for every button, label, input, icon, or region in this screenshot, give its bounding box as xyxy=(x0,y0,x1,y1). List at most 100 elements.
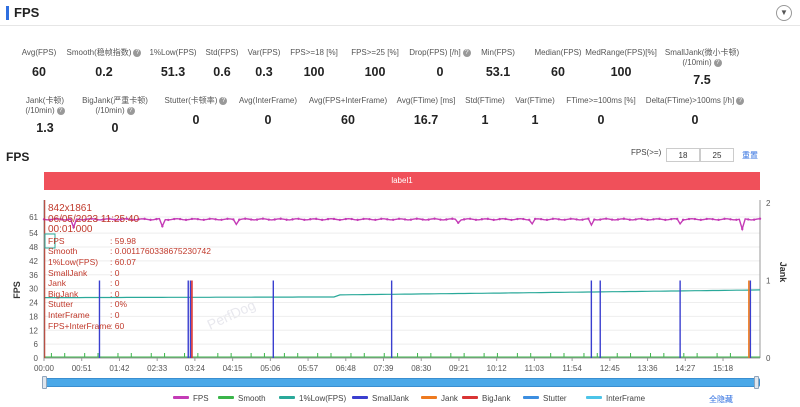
fps-point xyxy=(528,218,531,222)
header-accent-bar xyxy=(6,6,9,20)
fps-point xyxy=(628,218,632,221)
tooltip-key: FPS+InterFrame xyxy=(48,320,112,331)
legend-item-smooth[interactable]: Smooth xyxy=(218,394,266,404)
fps-point xyxy=(113,218,117,221)
fps-point xyxy=(54,217,58,220)
help-icon[interactable]: ? xyxy=(736,96,745,105)
fps-point xyxy=(539,217,543,221)
legend-item-interframe[interactable]: InterFrame xyxy=(586,394,645,404)
panel-title: FPS xyxy=(14,5,40,20)
legend-item-1-low-fps[interactable]: 1%Low(FPS) xyxy=(279,394,346,404)
legend-item-stutter[interactable]: Stutter xyxy=(523,394,567,404)
y-tick-label: 54 xyxy=(29,229,38,238)
stat-label: Smooth(稳帧指数) xyxy=(66,48,132,57)
tooltip-value: : 0 xyxy=(110,278,120,289)
fps-point xyxy=(433,217,436,220)
fps-point xyxy=(48,218,52,221)
legend-label: Jank xyxy=(441,394,458,403)
fps-point xyxy=(457,221,460,224)
fps-point xyxy=(664,218,667,222)
legend-item-bigjank[interactable]: BigJank xyxy=(462,394,510,404)
help-icon[interactable]: ? xyxy=(713,58,722,67)
help-icon[interactable]: ? xyxy=(462,48,471,57)
legend-item-fps[interactable]: FPS xyxy=(173,394,209,404)
fps-point xyxy=(587,217,590,220)
stat-drop-fps-h: Drop(FPS) [/h]? 0 xyxy=(385,48,495,84)
fps-point xyxy=(445,218,448,221)
fps-point xyxy=(184,218,188,222)
fps-chart[interactable]: PerfDogPerfDog06121824303642485461012FPS… xyxy=(0,190,800,380)
y-tick-label: 6 xyxy=(34,340,39,349)
reset-button[interactable]: 重置 xyxy=(742,151,758,160)
x-tick-label: 12:45 xyxy=(600,364,621,373)
help-icon[interactable]: ? xyxy=(126,106,135,115)
tooltip-row: 1%Low(FPS) : 60.07 xyxy=(48,257,211,268)
slider-handle-left[interactable] xyxy=(42,376,47,389)
fps-point xyxy=(167,218,170,222)
stat-value: 100 xyxy=(610,65,632,79)
stat-value: 60 xyxy=(32,65,46,79)
stat-value: 60 xyxy=(551,65,565,79)
hide-all-button[interactable]: 全隐藏 xyxy=(709,395,733,404)
stat-fps-18: FPS>=18 [%] 100 xyxy=(259,48,369,84)
stat-bigjank: BigJank(严重卡顿) (/10min)? 0 xyxy=(60,96,170,135)
legend-item-jank[interactable]: Jank xyxy=(421,394,458,404)
fps-point xyxy=(723,217,726,221)
stat-smalljank: SmallJank(微小卡顿) (/10min)? 7.5 xyxy=(647,48,757,87)
chart-legend: FPS Smooth 1%Low(FPS) SmallJank Jank BigJank S… xyxy=(0,394,800,406)
stat-value: 1.3 xyxy=(36,121,54,135)
fps-point xyxy=(267,218,271,221)
fps-point xyxy=(593,218,596,221)
label-bar[interactable]: label1 xyxy=(44,172,760,190)
stat-label: SmallJank(微小卡顿) xyxy=(664,48,740,57)
fps-point xyxy=(320,218,324,222)
stat-value: 7.5 xyxy=(693,73,711,87)
tooltip-key: BigJank xyxy=(48,288,79,299)
help-icon[interactable]: ? xyxy=(219,96,228,105)
time-range-slider[interactable] xyxy=(44,378,760,387)
fps-point xyxy=(279,217,282,220)
x-tick-label: 11:54 xyxy=(562,364,582,373)
stat-label: BigJank(严重卡顿) xyxy=(82,96,148,105)
fps-point xyxy=(610,218,614,221)
fps-threshold-1-input[interactable] xyxy=(666,148,700,162)
fps-point xyxy=(291,218,294,221)
stat-value: 51.3 xyxy=(160,65,186,79)
y-tick-label: 12 xyxy=(29,326,38,335)
stat-label-unit: (/10min) xyxy=(95,106,125,115)
y2-tick-label: 2 xyxy=(766,199,771,208)
fps-point xyxy=(569,217,572,220)
x-tick-label: 15:18 xyxy=(713,364,734,373)
fps-point xyxy=(196,217,200,221)
fps-point xyxy=(658,217,661,221)
chevron-down-icon[interactable]: ▼ xyxy=(776,5,792,21)
y-tick-label: 0 xyxy=(34,354,39,363)
tooltip-value: : 60.07 xyxy=(110,256,136,267)
tooltip-row: SmallJank: 0 xyxy=(48,268,211,279)
stat-label: Avg(FPS) xyxy=(21,48,57,57)
x-tick-label: 09:21 xyxy=(449,364,470,373)
stat-value: 1 xyxy=(481,113,489,127)
tooltip-key: 1%Low(FPS) xyxy=(48,256,99,267)
stat-var-fps: Var(FPS) 0.3 xyxy=(209,48,319,84)
fps-point xyxy=(462,218,466,221)
y-tick-label: 61 xyxy=(29,213,38,222)
y-tick-label: 42 xyxy=(29,257,38,266)
slider-handle-right[interactable] xyxy=(754,376,759,389)
fps-threshold-2-input[interactable] xyxy=(700,148,734,162)
fps-point xyxy=(735,218,738,221)
fps-point xyxy=(687,217,691,221)
help-icon[interactable]: ? xyxy=(133,48,142,57)
stat-ftime-100ms: FTime>=100ms [%] 0 xyxy=(546,96,656,132)
legend-swatch xyxy=(586,396,602,400)
chart-tooltip: 842x1861 06/05/2023 11:25:40 00:01:000 F… xyxy=(48,203,211,331)
fps-point xyxy=(752,218,756,221)
stat-label: Median(FPS) xyxy=(534,48,582,57)
tooltip-key: Stutter xyxy=(48,299,74,310)
legend-item-smalljank[interactable]: SmallJank xyxy=(352,394,409,404)
stat-value: 0 xyxy=(436,65,444,79)
fps-point xyxy=(214,218,217,221)
help-icon[interactable]: ? xyxy=(56,106,65,115)
fps-point xyxy=(137,218,140,221)
fps-point xyxy=(362,217,365,221)
